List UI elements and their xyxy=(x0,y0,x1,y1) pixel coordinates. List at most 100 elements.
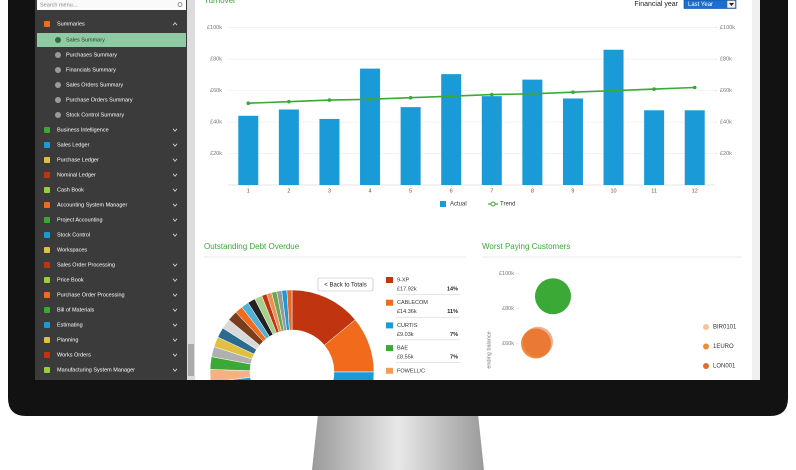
year-select[interactable] xyxy=(683,0,737,9)
legend-percent: 7% xyxy=(450,355,458,361)
menu-icon xyxy=(44,232,50,238)
trend-point xyxy=(246,101,251,106)
bubble xyxy=(535,278,571,315)
y2-tick-label: £60k xyxy=(720,88,732,94)
legend-label: BIR0101 xyxy=(713,325,737,331)
legend-swatch xyxy=(386,277,393,283)
expand-chevron xyxy=(172,143,178,147)
submenu-icon xyxy=(55,97,61,103)
legend-marker xyxy=(703,324,709,330)
bar xyxy=(319,118,340,185)
legend-label: CURTIS xyxy=(397,323,418,329)
legend-marker xyxy=(703,363,709,369)
menu-icon xyxy=(44,337,50,343)
select-value: Last Year xyxy=(688,2,713,8)
legend-marker xyxy=(703,343,709,350)
submenu-item-label: Sales Summary xyxy=(66,37,105,43)
expand-chevron xyxy=(172,353,178,357)
legend-percent: 11% xyxy=(447,309,458,315)
search-box[interactable] xyxy=(37,0,186,10)
x-tick-label: 8 xyxy=(531,188,534,194)
menu-icon xyxy=(44,217,50,223)
legend-label: 9-XP xyxy=(397,277,410,283)
menu-item-label: Manufacturing System Manager xyxy=(57,367,135,373)
bar xyxy=(562,98,583,185)
expand-chevron xyxy=(172,173,178,177)
x-tick-label: 2 xyxy=(287,188,290,194)
x-tick-label: 10 xyxy=(610,188,616,194)
menu-item-label: Price Book xyxy=(57,277,84,283)
submenu-item-label: Purchase Orders Summary xyxy=(66,97,133,103)
bar xyxy=(684,110,705,185)
donut-slice xyxy=(286,289,293,331)
x-tick-label: 9 xyxy=(571,188,574,194)
search-icon xyxy=(177,2,183,7)
legend-percent: 14% xyxy=(447,286,458,292)
y-tick-label: £80k xyxy=(210,57,222,63)
submenu-item-label: Stock Control Summary xyxy=(66,112,124,118)
menu-item-label: Nominal Ledger xyxy=(57,172,96,178)
trend-point xyxy=(530,91,535,96)
legend-amount: £17.92k xyxy=(397,286,417,292)
menu-icon xyxy=(44,307,50,313)
bar xyxy=(238,115,259,185)
expand-chevron xyxy=(172,368,178,372)
menu-icon xyxy=(44,292,50,298)
expand-chevron xyxy=(172,158,178,162)
bar xyxy=(441,74,462,185)
submenu-icon xyxy=(55,67,61,73)
legend-label: BAE xyxy=(397,346,408,352)
menu-icon xyxy=(44,367,50,373)
y2-tick-label: £20k xyxy=(720,151,732,157)
sidebar xyxy=(35,0,187,380)
section-title: Outstanding Debt Overdue xyxy=(204,242,300,251)
active-menu-row xyxy=(37,33,186,47)
legend-label: FOWELL/C xyxy=(397,368,425,374)
section-title: Worst Paying Customers xyxy=(482,242,570,251)
legend-swatch xyxy=(440,201,446,207)
menu-item-label: Purchase Order Processing xyxy=(57,292,125,298)
legend-swatch xyxy=(386,322,393,329)
menu-icon xyxy=(44,352,50,358)
menu-item-label: Workspaces xyxy=(57,247,87,253)
sidebar-scroll-thumb[interactable] xyxy=(188,344,194,376)
bar xyxy=(400,107,421,185)
submenu-item-label: Financials Summary xyxy=(66,67,116,73)
sidebar-scrollbar xyxy=(187,0,195,380)
donut-slice xyxy=(332,371,375,380)
trend-point xyxy=(408,95,413,100)
expand-chevron xyxy=(172,218,178,222)
menu-icon xyxy=(44,157,50,163)
select-arrow xyxy=(729,3,734,6)
trend-point xyxy=(489,92,494,97)
x-tick-label: 6 xyxy=(450,188,453,194)
trend-point xyxy=(692,85,697,90)
submenu-item-label: Sales Orders Summary xyxy=(66,82,123,88)
menu-icon xyxy=(44,247,50,253)
y-tick-label: £40k xyxy=(210,120,222,126)
submenu-icon xyxy=(55,52,61,58)
legend-amount: £9.03k xyxy=(397,332,414,338)
submenu-icon xyxy=(55,112,61,118)
donut-slice xyxy=(272,413,292,454)
y-tick-label: £60k xyxy=(210,88,222,94)
trend-point xyxy=(449,94,454,98)
expand-chevron xyxy=(172,263,178,267)
search-placeholder: Search menu... xyxy=(40,2,78,8)
bar xyxy=(603,49,624,185)
menu-item-label: Planning xyxy=(57,337,78,343)
back-button[interactable] xyxy=(317,277,374,292)
bubble xyxy=(523,326,553,357)
legend-marker xyxy=(490,201,496,207)
menu-icon xyxy=(44,262,50,268)
expand-chevron xyxy=(172,293,178,297)
y-tick-label: £100k xyxy=(499,271,514,277)
legend-label: Actual xyxy=(450,202,467,208)
y-tick-label: £60k xyxy=(502,341,514,347)
menu-item-label: Cash Book xyxy=(57,187,84,193)
expand-chevron xyxy=(172,128,178,132)
collapse-chevron xyxy=(172,22,178,26)
legend-label: 1EURO xyxy=(713,344,734,350)
menu-item-label: Works Orders xyxy=(57,352,91,358)
